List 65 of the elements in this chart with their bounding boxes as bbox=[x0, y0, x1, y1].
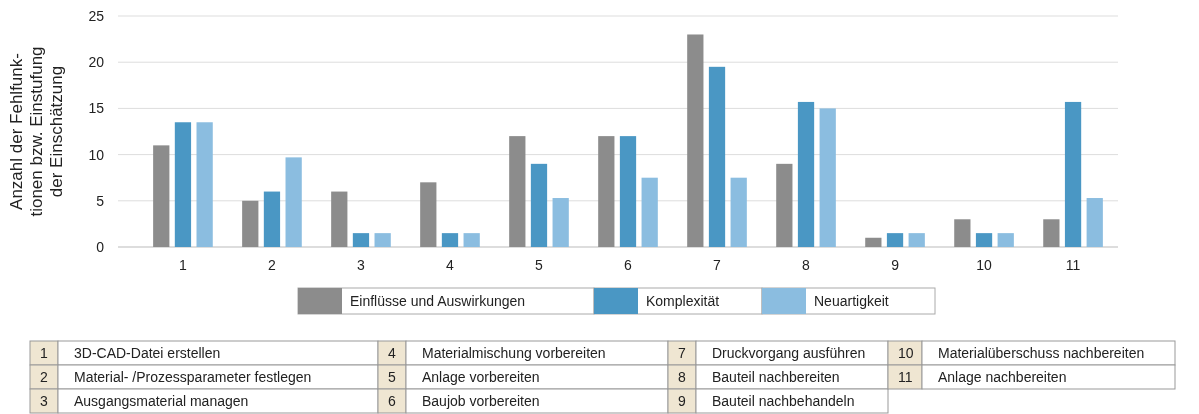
text: 7 Druckvorgang ausführen bbox=[678, 344, 866, 361]
legend-label: Komplexität bbox=[646, 292, 720, 309]
bar bbox=[441, 233, 459, 247]
bar bbox=[242, 200, 259, 247]
x-tick-label: 2 bbox=[268, 257, 277, 273]
text: 6 Baujob vorbereiten bbox=[388, 392, 540, 409]
text: 3 Ausgangsmaterial managen bbox=[40, 392, 249, 409]
y-tick-label: 15 bbox=[88, 100, 105, 117]
bar bbox=[552, 198, 569, 247]
x-tick-label: 7 bbox=[713, 257, 722, 273]
bar bbox=[975, 233, 993, 247]
text: 10 Materialüberschuss nachbereiten bbox=[898, 344, 1145, 361]
legend-label: Neuartigkeit bbox=[814, 292, 889, 309]
bar bbox=[619, 136, 637, 247]
x-tick-label: 4 bbox=[446, 257, 455, 273]
y-tick-label: 10 bbox=[88, 146, 105, 163]
bar bbox=[153, 145, 170, 247]
text: 8 Bauteil nachbereiten bbox=[678, 368, 840, 385]
bar bbox=[1064, 101, 1082, 247]
bar bbox=[1086, 198, 1103, 247]
bar bbox=[352, 233, 370, 247]
bar bbox=[263, 191, 281, 247]
bar bbox=[687, 34, 704, 247]
bar bbox=[1043, 219, 1060, 247]
text: 1 3D-CAD-Datei erstellen bbox=[40, 344, 221, 361]
y-axis-title: Anzahl der Fehlfunk- tionen bzw. Einstufung der Einschätzung bbox=[6, 46, 67, 217]
text: 11 Anlage nachbereiten bbox=[898, 368, 1067, 385]
x-tick-label: 8 bbox=[802, 257, 811, 273]
bar bbox=[865, 237, 882, 247]
y-tick-label: 20 bbox=[88, 54, 105, 71]
text: 5 Anlage vorbereiten bbox=[388, 368, 540, 385]
x-tick-label: 11 bbox=[1065, 257, 1081, 273]
bar bbox=[374, 233, 391, 247]
text: 9 Bauteil nachbehandeln bbox=[678, 392, 855, 409]
bar bbox=[196, 122, 213, 247]
bar bbox=[708, 66, 726, 247]
x-tick-label: 5 bbox=[535, 257, 544, 273]
bar bbox=[420, 182, 437, 247]
bar bbox=[886, 233, 904, 247]
bar bbox=[776, 163, 793, 247]
bar bbox=[509, 136, 526, 247]
x-tick-label: 1 bbox=[179, 257, 188, 273]
bar bbox=[530, 163, 548, 247]
x-tick-label: 3 bbox=[357, 257, 366, 273]
x-tick-label: 6 bbox=[624, 257, 633, 273]
bar bbox=[641, 177, 658, 247]
y-tick-label: 25 bbox=[88, 7, 105, 24]
bar bbox=[598, 136, 615, 247]
bar bbox=[285, 157, 302, 247]
bar bbox=[730, 177, 747, 247]
y-tick-label: 5 bbox=[96, 192, 105, 209]
bar bbox=[908, 233, 925, 247]
y-tick-label: 0 bbox=[96, 238, 105, 255]
bar bbox=[819, 108, 836, 247]
x-tick-label: 9 bbox=[891, 257, 900, 273]
text: 4 Materialmischung vorbereiten bbox=[388, 344, 606, 361]
bar bbox=[331, 191, 348, 247]
bar bbox=[954, 219, 971, 247]
legend-label: Einflüsse und Auswirkungen bbox=[350, 292, 526, 309]
x-tick-label: 10 bbox=[976, 257, 993, 273]
bar bbox=[997, 233, 1014, 247]
text: 2 Material- /Prozessparameter festlegen bbox=[40, 368, 312, 385]
bar bbox=[463, 233, 480, 247]
bar bbox=[174, 122, 192, 247]
bar bbox=[797, 101, 815, 247]
